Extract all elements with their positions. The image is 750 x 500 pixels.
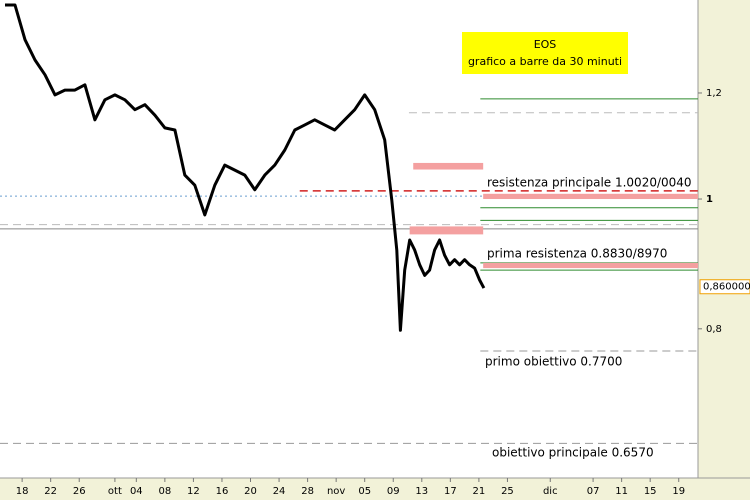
annotation: obiettivo principale 0.6570: [492, 446, 654, 460]
x-tick-label: 05: [358, 486, 371, 497]
x-tick-label: dic: [543, 486, 558, 497]
x-tick-label: 18: [16, 486, 29, 497]
price-line: [5, 3, 486, 332]
last-price-label: 0,860000: [703, 282, 750, 293]
annotation: resistenza principale 1.0020/0040: [487, 176, 692, 190]
plot: [0, 3, 698, 444]
x-tick-label: 07: [587, 486, 600, 497]
y-tick-label: 1: [706, 194, 713, 205]
y-tick-label: 1,2: [706, 88, 722, 99]
x-tick-label: nov: [327, 486, 345, 497]
x-tick-label: 25: [501, 486, 514, 497]
x-tick-label: 20: [244, 486, 257, 497]
x-tick-label: 17: [444, 486, 457, 497]
chart-title: EOS: [534, 38, 557, 51]
chart-subtitle: grafico a barre da 30 minuti: [468, 55, 622, 68]
x-tick-label: 16: [216, 486, 229, 497]
last-price-box: [699, 279, 750, 295]
title-box: [462, 32, 628, 74]
zone: [413, 162, 484, 170]
annotation: prima resistenza 0.8830/8970: [487, 247, 667, 261]
x-tick-label: 09: [387, 486, 400, 497]
x-tick-label: 11: [615, 486, 628, 497]
x-tick-label: 13: [415, 486, 428, 497]
x-tick-label: 21: [473, 486, 486, 497]
y-tick-label: 0,8: [706, 324, 722, 335]
zone: [483, 193, 698, 200]
zone: [483, 262, 698, 269]
annotation: primo obiettivo 0.7700: [485, 355, 622, 369]
x-tick-label: 26: [73, 486, 86, 497]
x-tick-label: 15: [644, 486, 657, 497]
x-tick-label: 24: [273, 486, 286, 497]
date-axis-panel: [0, 478, 750, 500]
x-tick-label: ott: [108, 486, 122, 497]
x-tick-label: 04: [130, 486, 143, 497]
x-tick-label: 12: [187, 486, 200, 497]
x-tick-label: 08: [158, 486, 171, 497]
x-tick-label: 28: [301, 486, 314, 497]
price-axis-panel: [698, 0, 750, 500]
x-tick-label: 22: [44, 486, 57, 497]
x-tick-label: 19: [672, 486, 685, 497]
zone: [409, 226, 484, 235]
